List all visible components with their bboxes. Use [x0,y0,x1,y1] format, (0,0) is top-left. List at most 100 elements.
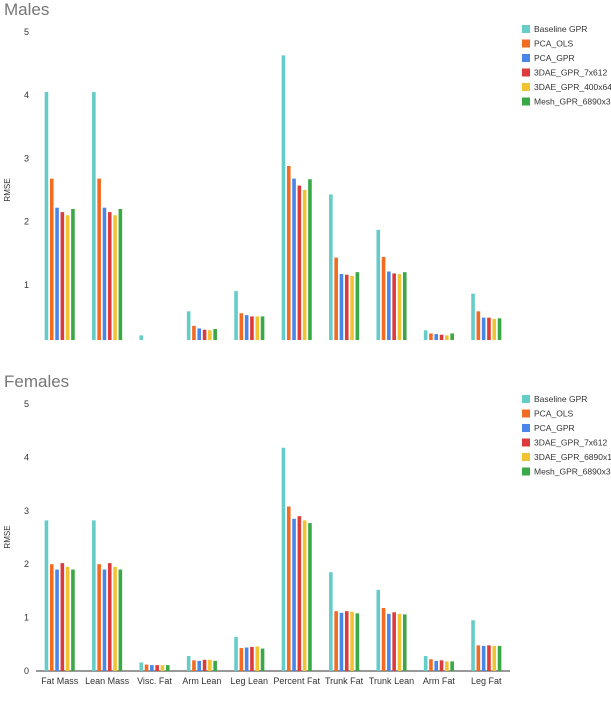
bar [213,660,217,671]
bar [102,569,107,671]
bar [355,613,360,671]
legend-label: 3DAE_GPR_7x612 [534,68,608,78]
bar [286,165,291,340]
bar [192,325,196,340]
legend-swatch [522,68,530,77]
y-tick-label: 2 [24,217,29,227]
bar [397,613,402,671]
bar [350,611,354,671]
bar [197,328,202,340]
x-tick-label: Arm Lean [182,676,221,686]
females-chart: Females RMSE 0 1 2 3 4 5 Fat Mass Lean Mass Visc.… [0,372,611,712]
legend-label: 3DAE_GPR_400x64 [534,82,611,92]
y-tick-label: 2 [24,559,29,569]
legend-swatch [522,409,530,418]
bar [208,330,212,340]
bar [487,317,491,340]
bar [49,564,54,671]
bar [244,647,249,671]
bar [281,55,286,340]
bar [292,518,296,671]
bar [429,659,433,671]
bar [434,334,439,340]
bar [376,589,381,671]
bar [355,272,360,340]
bar [329,194,333,340]
bar [297,516,302,671]
bar [71,208,75,340]
bar [107,212,112,340]
bar [329,572,333,671]
y-tick-label: 1 [24,613,29,623]
bar [350,275,354,340]
legend-label: 3DAE_GPR_6890x16 [534,452,611,462]
bar [339,612,344,671]
bar [260,316,265,340]
bar [165,665,170,671]
x-tick-label: Percent Fat [273,676,320,686]
legend-label: Mesh_GPR_6890x3 [534,467,611,477]
x-tick-label: Lean Mass [85,676,130,686]
bar [392,612,396,671]
legend-swatch [522,467,530,476]
y-axis-label: RMSE [3,178,12,201]
x-tick-label: Arm Fat [423,676,456,686]
y-axis-label: RMSE [3,525,12,548]
legend-swatch [522,453,530,461]
x-tick-label: Leg Lean [231,676,269,686]
y-tick-label: 1 [24,280,29,290]
bar [255,316,260,340]
bar [44,92,49,340]
legend-swatch [522,438,530,447]
bar [392,273,396,340]
legend-label: PCA_OLS [534,39,574,49]
bar [376,229,381,340]
bar [487,645,491,671]
y-tick-label: 4 [24,90,29,100]
bar [65,566,70,671]
bar [49,178,54,340]
bar [471,620,475,671]
females-chart-svg: RMSE 0 1 2 3 4 5 Fat Mass Lean Mass Visc. Fat Arm … [3,394,611,686]
bar [402,272,407,340]
bar [65,215,70,340]
legend-swatch [522,424,530,432]
bar [92,92,96,340]
y-tick-label: 5 [24,399,29,409]
x-tick-label: Visc. Fat [137,676,172,686]
bar [60,563,65,671]
bar [492,318,497,340]
bar [197,660,202,671]
bar [71,569,75,671]
bar [139,335,144,340]
legend-label: Baseline GPR [534,24,587,34]
bar [244,315,249,340]
bar [55,569,59,671]
bar [497,318,502,340]
bar [445,661,449,671]
y-tick-label: 3 [24,506,29,516]
bar [497,645,502,671]
bar [344,274,349,340]
bar [55,207,59,340]
bar [402,614,407,671]
bar [239,648,244,671]
bar [481,645,486,671]
legend-swatch [522,83,530,91]
bar [234,636,238,671]
legend-swatch [522,54,530,62]
bar [481,317,486,340]
bar [429,333,433,340]
legend-swatch [522,97,530,106]
bar [186,311,191,340]
bar [292,178,296,340]
bar [334,611,338,671]
bar [60,212,65,340]
bar [397,274,402,340]
bar [97,564,101,671]
bar [239,313,244,340]
bar [234,291,238,340]
bar [213,329,217,340]
bar [250,646,254,671]
